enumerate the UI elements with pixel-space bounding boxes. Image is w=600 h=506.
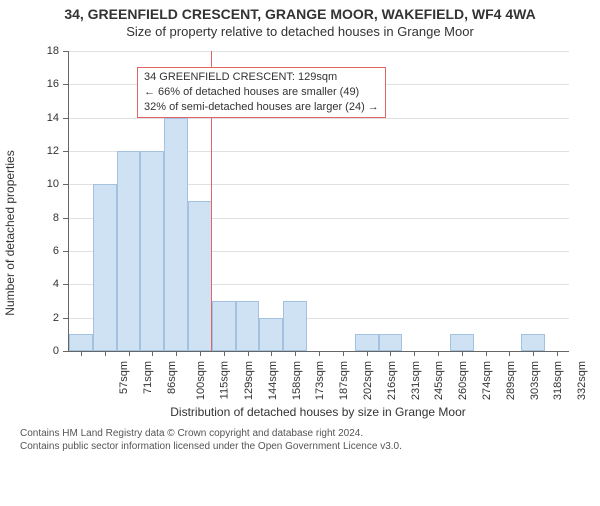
x-tick <box>390 351 391 356</box>
y-tick-label: 0 <box>53 345 69 357</box>
x-tick <box>129 351 130 356</box>
y-tick-label: 2 <box>53 312 69 324</box>
plot-area: 02468101214161857sqm71sqm86sqm100sqm115s… <box>68 51 569 352</box>
chart-container: Number of detached properties 0246810121… <box>20 43 580 423</box>
x-tick <box>343 351 344 356</box>
x-tick <box>248 351 249 356</box>
x-tick-label: 245sqm <box>434 361 446 400</box>
x-tick <box>271 351 272 356</box>
x-tick-label: 144sqm <box>267 361 279 400</box>
histogram-bar <box>69 334 93 351</box>
histogram-bar <box>379 334 403 351</box>
x-tick <box>414 351 415 356</box>
x-tick <box>438 351 439 356</box>
x-tick-label: 260sqm <box>457 361 469 400</box>
y-tick-label: 6 <box>53 245 69 257</box>
x-tick <box>105 351 106 356</box>
histogram-bar <box>93 184 117 351</box>
x-tick-label: 187sqm <box>338 361 350 400</box>
histogram-bar <box>164 118 188 351</box>
histogram-bar <box>355 334 379 351</box>
x-tick <box>319 351 320 356</box>
x-tick-label: 57sqm <box>118 361 130 394</box>
histogram-bar <box>259 318 283 351</box>
histogram-bar <box>521 334 545 351</box>
x-tick <box>533 351 534 356</box>
x-tick-label: 318sqm <box>553 361 565 400</box>
x-tick <box>462 351 463 356</box>
y-tick-label: 12 <box>47 145 69 157</box>
x-tick-label: 86sqm <box>166 361 178 394</box>
x-tick <box>200 351 201 356</box>
x-tick-label: 158sqm <box>291 361 303 400</box>
y-tick-label: 16 <box>47 78 69 90</box>
y-tick-label: 8 <box>53 212 69 224</box>
x-tick <box>295 351 296 356</box>
x-tick <box>367 351 368 356</box>
y-tick-label: 18 <box>47 45 69 57</box>
x-tick-label: 71sqm <box>142 361 154 394</box>
page-title: 34, GREENFIELD CRESCENT, GRANGE MOOR, WA… <box>0 6 600 22</box>
histogram-bar <box>188 201 212 351</box>
x-tick-label: 216sqm <box>386 361 398 400</box>
x-tick-label: 173sqm <box>315 361 327 400</box>
grid-line <box>69 118 569 119</box>
x-tick <box>509 351 510 356</box>
x-tick <box>81 351 82 356</box>
histogram-bar <box>236 301 260 351</box>
y-axis-label: Number of detached properties <box>3 150 17 315</box>
footer-line: Contains public sector information licen… <box>20 440 600 453</box>
x-tick <box>224 351 225 356</box>
x-tick-label: 332sqm <box>576 361 588 400</box>
annotation-line: 32% of semi-detached houses are larger (… <box>144 100 379 115</box>
histogram-bar <box>283 301 307 351</box>
x-tick-label: 303sqm <box>529 361 541 400</box>
footer-line: Contains HM Land Registry data © Crown c… <box>20 427 600 440</box>
y-tick-label: 14 <box>47 112 69 124</box>
x-tick <box>557 351 558 356</box>
x-tick-label: 274sqm <box>481 361 493 400</box>
page-subtitle: Size of property relative to detached ho… <box>0 24 600 39</box>
x-tick-label: 100sqm <box>195 361 207 400</box>
x-tick-label: 289sqm <box>505 361 517 400</box>
x-tick <box>152 351 153 356</box>
x-tick-label: 115sqm <box>218 361 230 399</box>
footer: Contains HM Land Registry data © Crown c… <box>20 427 600 453</box>
y-tick-label: 10 <box>47 178 69 190</box>
grid-line <box>69 51 569 52</box>
histogram-bar <box>450 334 474 351</box>
histogram-bar <box>140 151 164 351</box>
y-tick-label: 4 <box>53 278 69 290</box>
annotation-line: 34 GREENFIELD CRESCENT: 129sqm <box>144 70 379 85</box>
histogram-bar <box>212 301 236 351</box>
x-tick <box>176 351 177 356</box>
histogram-bar <box>117 151 141 351</box>
x-tick-label: 231sqm <box>410 361 422 400</box>
x-tick-label: 202sqm <box>362 361 374 400</box>
annotation-box: 34 GREENFIELD CRESCENT: 129sqm ← 66% of … <box>137 67 386 118</box>
x-tick <box>486 351 487 356</box>
x-axis-label: Distribution of detached houses by size … <box>68 405 568 419</box>
x-tick-label: 129sqm <box>243 361 255 400</box>
annotation-line: ← 66% of detached houses are smaller (49… <box>144 85 379 100</box>
